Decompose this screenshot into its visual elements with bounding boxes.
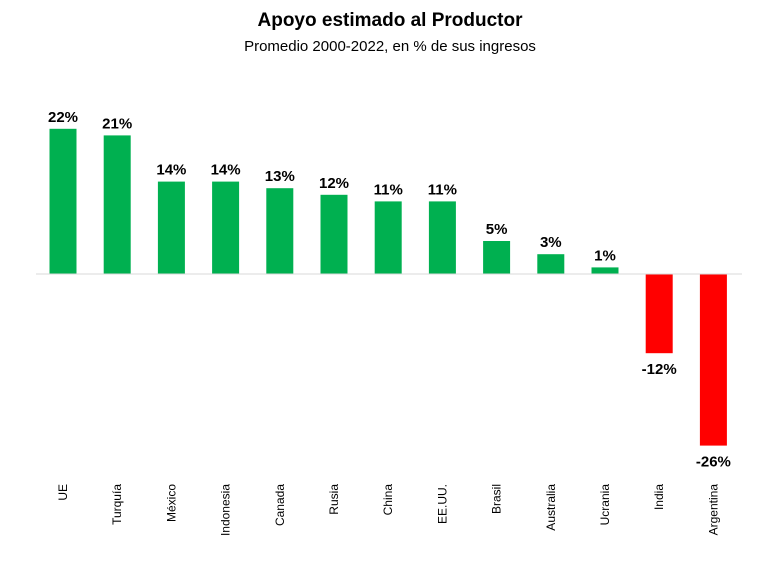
bar-6 <box>374 201 402 274</box>
value-label-2: 14% <box>156 162 186 179</box>
bar-0 <box>49 128 77 274</box>
bar-1 <box>103 135 131 274</box>
category-label-0: UE <box>56 484 70 501</box>
value-label-3: 14% <box>211 162 241 179</box>
value-label-1: 21% <box>102 115 132 132</box>
category-label-4: Canada <box>273 484 287 526</box>
value-labels-group: 22% 21% 14% 14% 13% 12% 11% 11% 5% 3% 1% -12% -26% <box>48 109 731 471</box>
category-label-1: Turquía <box>110 484 124 525</box>
value-label-4: 13% <box>265 168 295 185</box>
bar-7 <box>428 201 456 274</box>
value-label-11: -12% <box>642 361 677 378</box>
category-label-10: Ucrania <box>598 484 612 526</box>
category-label-5: Rusia <box>327 484 341 515</box>
bars-group <box>49 128 727 446</box>
category-label-12: Argentina <box>706 484 720 536</box>
bar-5 <box>320 194 348 274</box>
value-label-9: 3% <box>540 234 562 251</box>
category-label-9: Australia <box>544 484 558 531</box>
value-label-10: 1% <box>594 247 616 264</box>
bar-2 <box>157 181 185 274</box>
chart-subtitle: Promedio 2000-2022, en % de sus ingresos <box>244 38 536 55</box>
bar-4 <box>266 188 294 274</box>
category-label-3: Indonesia <box>219 484 233 536</box>
category-label-6: China <box>381 484 395 516</box>
bar-12 <box>699 274 727 446</box>
category-label-8: Brasil <box>490 484 504 514</box>
category-labels-group: UE Turquía México Indonesia Canada Rusia China… <box>56 484 720 536</box>
chart-title: Apoyo estimado al Productor <box>257 10 523 31</box>
bar-11 <box>645 274 673 354</box>
bar-10 <box>591 267 619 274</box>
category-label-2: México <box>164 484 178 522</box>
value-label-7: 11% <box>428 181 457 198</box>
category-label-7: EE.UU. <box>435 484 449 524</box>
value-label-0: 22% <box>48 109 78 126</box>
bar-9 <box>537 254 565 274</box>
bar-8 <box>483 241 511 274</box>
category-label-11: India <box>652 484 666 510</box>
value-label-6: 11% <box>374 181 403 198</box>
value-label-5: 12% <box>319 175 349 192</box>
value-label-8: 5% <box>486 221 508 238</box>
value-label-12: -26% <box>696 454 731 471</box>
bar-3 <box>212 181 240 274</box>
